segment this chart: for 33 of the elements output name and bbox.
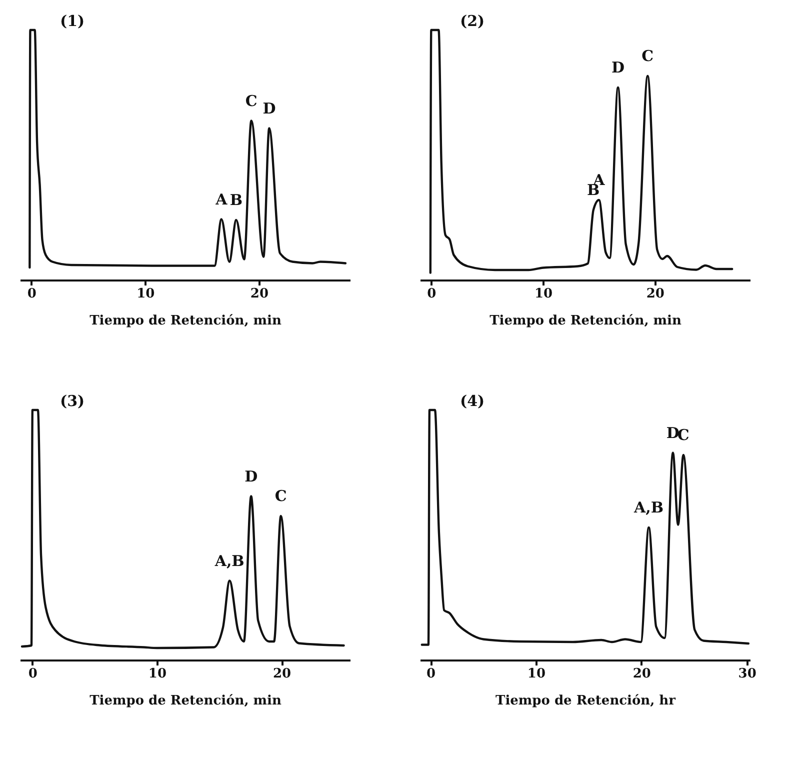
x-tick-label: 0 — [28, 666, 38, 682]
annotation: D — [666, 424, 680, 442]
annotation: A,B — [214, 552, 244, 570]
annotation: C — [642, 47, 654, 65]
x-tick-label: 0 — [427, 286, 436, 302]
annotation: C — [245, 92, 258, 110]
annotation: C — [274, 487, 287, 505]
x-tick-label: 10 — [534, 286, 553, 302]
annotation: A — [214, 190, 228, 208]
annotation: B — [230, 191, 243, 209]
annotation: A,B — [633, 498, 664, 516]
x-tick-label: 10 — [148, 666, 167, 682]
x-axis-title: Tiempo de Retención, min — [490, 314, 682, 328]
x-tick-label: 0 — [27, 286, 36, 302]
x-tick-label: 20 — [646, 286, 664, 302]
x-tick-label: 10 — [527, 666, 546, 682]
x-tick-label: 20 — [632, 666, 651, 682]
annotation: (2) — [460, 12, 485, 30]
x-tick-label: 0 — [426, 666, 436, 682]
annotation: D — [262, 99, 276, 118]
annotation: C — [677, 426, 690, 444]
x-tick-label: 20 — [250, 286, 269, 302]
x-tick-label: 20 — [272, 666, 292, 682]
annotation: (4) — [460, 392, 485, 410]
annotation: (1) — [60, 12, 85, 30]
x-axis-title: Tiempo de Retención, min — [90, 694, 282, 708]
x-tick-label: 10 — [136, 286, 155, 302]
annotation: D — [611, 58, 625, 76]
x-tick-label: 30 — [738, 666, 756, 682]
x-axis-title: Tiempo de Retención, hr — [496, 694, 676, 708]
x-axis-title: Tiempo de Retención, min — [90, 314, 282, 328]
annotation: (3) — [60, 392, 85, 410]
annotation: D — [244, 467, 258, 486]
